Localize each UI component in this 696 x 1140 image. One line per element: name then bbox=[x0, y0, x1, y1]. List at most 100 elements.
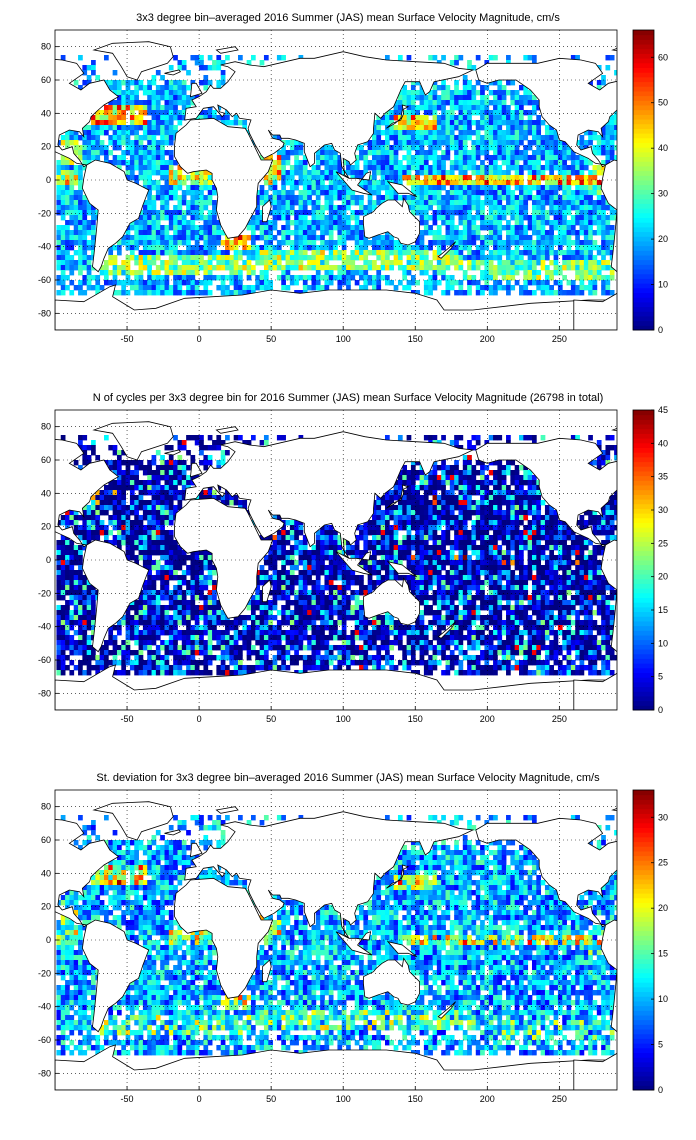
bin-cell bbox=[289, 530, 295, 536]
bin-cell bbox=[605, 505, 611, 511]
bin-cell bbox=[436, 235, 442, 241]
bin-cell bbox=[164, 230, 170, 236]
bin-cell bbox=[129, 225, 135, 231]
bin-cell bbox=[570, 220, 576, 226]
bin-cell bbox=[614, 110, 617, 116]
bin-cell bbox=[510, 275, 516, 281]
bin-cell bbox=[419, 265, 425, 271]
bin-cell bbox=[315, 245, 321, 251]
bin-cell bbox=[294, 535, 299, 541]
bin-cell bbox=[190, 225, 196, 231]
colorbar-segment bbox=[633, 222, 654, 228]
bin-cell bbox=[397, 135, 403, 141]
bin-cell bbox=[467, 440, 472, 446]
bin-cell bbox=[255, 200, 261, 206]
bin-cell bbox=[147, 155, 152, 161]
bin-cell bbox=[549, 230, 554, 236]
bin-cell bbox=[462, 215, 468, 221]
bin-cell bbox=[462, 290, 468, 296]
bin-cell bbox=[402, 275, 408, 281]
bin-cell bbox=[531, 150, 537, 156]
bin-cell bbox=[91, 525, 96, 531]
bin-cell bbox=[436, 145, 442, 151]
bin-cell bbox=[493, 215, 498, 221]
bin-cell bbox=[566, 180, 572, 186]
bin-cell bbox=[372, 190, 377, 196]
bin-cell bbox=[380, 540, 386, 546]
bin-cell bbox=[419, 120, 425, 126]
bin-cell bbox=[168, 210, 174, 216]
bin-cell bbox=[609, 210, 615, 216]
bin-cell bbox=[95, 525, 101, 531]
bin-cell bbox=[78, 280, 83, 286]
bin-cell bbox=[307, 170, 312, 176]
bin-cell bbox=[454, 85, 459, 91]
bin-cell bbox=[73, 510, 79, 516]
bin-cell bbox=[129, 100, 135, 106]
bin-cell bbox=[605, 140, 611, 146]
bin-cell bbox=[151, 140, 157, 146]
bin-cell bbox=[462, 200, 468, 206]
bin-cell bbox=[164, 150, 170, 156]
bin-cell bbox=[441, 160, 446, 166]
bin-cell bbox=[454, 290, 459, 296]
bin-cell bbox=[246, 255, 252, 261]
bin-cell bbox=[220, 460, 226, 466]
bin-cell bbox=[467, 130, 472, 136]
bin-cell bbox=[389, 120, 395, 126]
bin-cell bbox=[506, 530, 511, 536]
bin-cell bbox=[397, 435, 403, 441]
bin-cell bbox=[536, 270, 542, 276]
bin-cell bbox=[190, 270, 196, 276]
bin-cell bbox=[467, 135, 472, 141]
bin-cell bbox=[410, 490, 416, 496]
bin-cell bbox=[488, 290, 494, 296]
bin-cell bbox=[480, 185, 485, 191]
bin-cell bbox=[199, 280, 204, 286]
bin-cell bbox=[531, 265, 537, 271]
bin-cell bbox=[151, 240, 157, 246]
bin-cell bbox=[69, 270, 75, 276]
bin-cell bbox=[125, 480, 131, 486]
bin-cell bbox=[501, 510, 507, 516]
bin-cell bbox=[203, 85, 209, 91]
bin-cell bbox=[410, 165, 416, 171]
bin-cell bbox=[225, 285, 230, 291]
bin-cell bbox=[268, 535, 273, 541]
bin-cell bbox=[488, 170, 494, 176]
bin-cell bbox=[324, 275, 330, 281]
bin-cell bbox=[544, 175, 550, 181]
bin-cell bbox=[445, 280, 451, 286]
bin-cell bbox=[523, 490, 529, 496]
bin-cell bbox=[95, 490, 101, 496]
bin-cell bbox=[484, 85, 490, 91]
bin-cell bbox=[359, 235, 364, 241]
bin-cell bbox=[493, 275, 498, 281]
bin-cell bbox=[108, 280, 114, 286]
bin-cell bbox=[207, 275, 213, 281]
bin-cell bbox=[359, 200, 364, 206]
bin-cell bbox=[320, 245, 325, 251]
bin-cell bbox=[216, 55, 222, 61]
bin-cell bbox=[614, 445, 617, 451]
bin-cell bbox=[570, 190, 576, 196]
bin-cell bbox=[570, 435, 576, 441]
bin-cell bbox=[294, 520, 299, 526]
bin-cell bbox=[458, 145, 464, 151]
bin-cell bbox=[514, 540, 520, 546]
bin-cell bbox=[531, 160, 537, 166]
bin-cell bbox=[415, 460, 420, 466]
bin-cell bbox=[384, 500, 390, 506]
bin-cell bbox=[519, 490, 524, 496]
bin-cell bbox=[190, 455, 196, 461]
bin-cell bbox=[410, 90, 416, 96]
bin-cell bbox=[506, 175, 511, 181]
colorbar-segment bbox=[633, 325, 654, 331]
bin-cell bbox=[462, 210, 468, 216]
bin-cell bbox=[510, 230, 516, 236]
bin-cell bbox=[380, 185, 386, 191]
bin-cell bbox=[454, 155, 459, 161]
bin-cell bbox=[605, 280, 611, 286]
bin-cell bbox=[116, 490, 122, 496]
bin-cell bbox=[506, 170, 511, 176]
